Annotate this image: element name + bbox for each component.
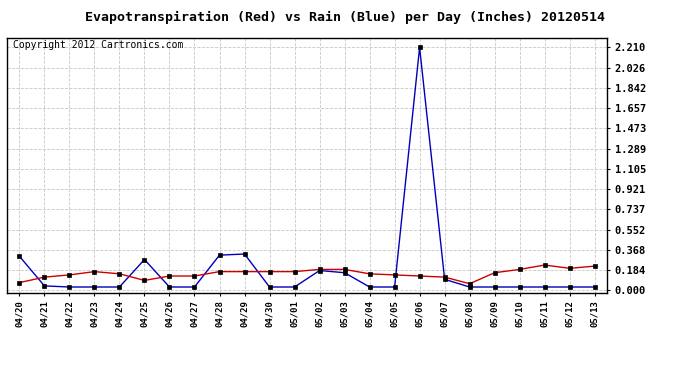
Text: Evapotranspiration (Red) vs Rain (Blue) per Day (Inches) 20120514: Evapotranspiration (Red) vs Rain (Blue) …: [85, 11, 605, 24]
Text: Copyright 2012 Cartronics.com: Copyright 2012 Cartronics.com: [13, 40, 184, 50]
